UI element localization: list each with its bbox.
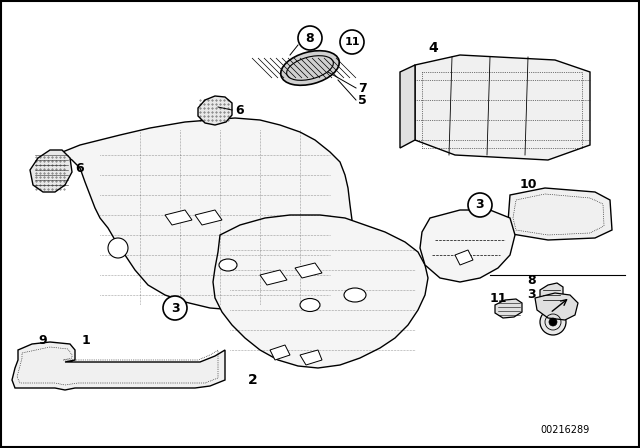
- Text: 00216289: 00216289: [540, 425, 589, 435]
- Text: 8: 8: [527, 273, 536, 287]
- Polygon shape: [195, 210, 222, 225]
- Polygon shape: [270, 345, 290, 360]
- Text: 4: 4: [428, 41, 438, 55]
- Polygon shape: [12, 342, 225, 390]
- Polygon shape: [165, 210, 192, 225]
- Text: 9: 9: [38, 333, 47, 346]
- Polygon shape: [415, 55, 590, 160]
- Polygon shape: [198, 96, 232, 125]
- Text: 11: 11: [344, 37, 360, 47]
- Ellipse shape: [281, 51, 339, 85]
- Text: 11: 11: [490, 292, 508, 305]
- Circle shape: [468, 193, 492, 217]
- Polygon shape: [535, 293, 578, 320]
- Circle shape: [340, 30, 364, 54]
- Circle shape: [540, 309, 566, 335]
- Polygon shape: [400, 65, 415, 148]
- Text: 3: 3: [527, 289, 536, 302]
- Ellipse shape: [344, 288, 366, 302]
- Polygon shape: [213, 215, 428, 368]
- Polygon shape: [455, 250, 473, 265]
- Polygon shape: [420, 210, 515, 282]
- Text: 7: 7: [358, 82, 367, 95]
- Text: 8: 8: [306, 31, 314, 44]
- Polygon shape: [260, 270, 287, 285]
- Polygon shape: [495, 299, 522, 318]
- Polygon shape: [508, 188, 612, 240]
- Ellipse shape: [300, 298, 320, 311]
- Text: 1: 1: [82, 333, 91, 346]
- Polygon shape: [540, 283, 563, 303]
- Text: 6: 6: [235, 103, 244, 116]
- Text: 10: 10: [520, 178, 538, 191]
- Text: 5: 5: [358, 94, 367, 107]
- Text: 3: 3: [476, 198, 484, 211]
- Polygon shape: [300, 350, 322, 365]
- Text: 6: 6: [75, 161, 84, 175]
- Text: 3: 3: [171, 302, 179, 314]
- Circle shape: [163, 296, 187, 320]
- Polygon shape: [30, 150, 72, 192]
- Polygon shape: [295, 263, 322, 278]
- Ellipse shape: [219, 259, 237, 271]
- Circle shape: [298, 26, 322, 50]
- Circle shape: [108, 238, 128, 258]
- Polygon shape: [55, 118, 352, 310]
- Text: 2: 2: [248, 373, 258, 387]
- Circle shape: [549, 318, 557, 326]
